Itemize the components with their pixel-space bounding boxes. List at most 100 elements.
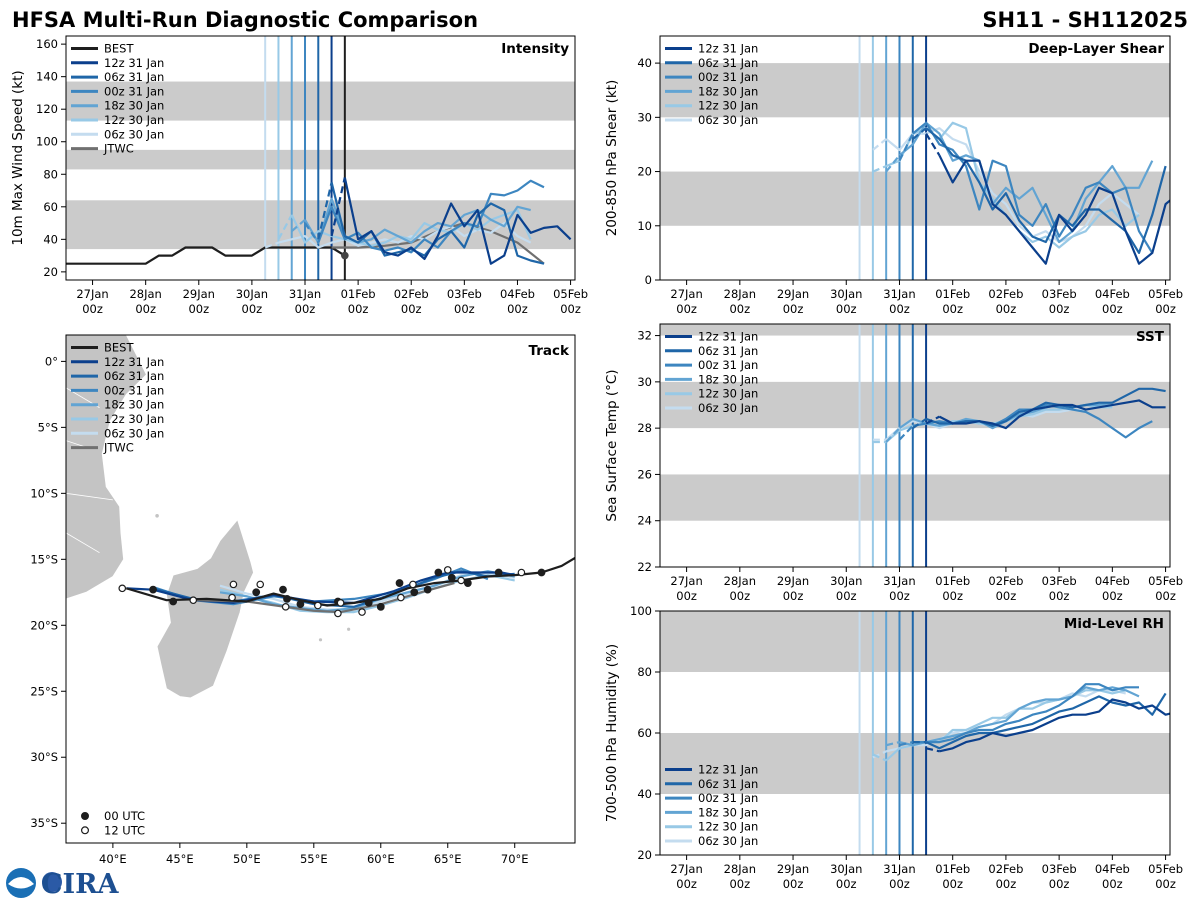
shear-legend-label-06z-30-jan: 06z 30 Jan bbox=[698, 113, 758, 127]
sst-xtick-hour-1: 00z bbox=[729, 589, 750, 603]
rh-series-06z-31-jan bbox=[925, 692, 1167, 750]
track-12utc-marker-12 bbox=[457, 576, 465, 585]
track-xtick-label-60: 60°E bbox=[367, 852, 395, 866]
rh-xtick-day-6: 02Feb bbox=[988, 862, 1023, 876]
rh-ytick-label-60: 60 bbox=[637, 726, 652, 740]
rh-ytick-label-20: 20 bbox=[637, 848, 652, 862]
track-12utc-marker-7 bbox=[334, 609, 342, 618]
rh-legend-label-00z-31-jan: 00z 31 Jan bbox=[698, 791, 758, 805]
track-12utc-marker-11 bbox=[443, 566, 452, 574]
track-legend-label-jtwc: JTWC bbox=[103, 441, 134, 455]
track-legend-label-best: BEST bbox=[104, 341, 134, 355]
intensity-ytick-label-140: 140 bbox=[36, 70, 58, 84]
track-legend-label-12z-30-jan: 12z 30 Jan bbox=[104, 412, 164, 426]
rh-series-12z-31-jan bbox=[939, 698, 1170, 753]
reunion-island bbox=[318, 638, 323, 642]
shear-panel: 01020304027Jan00z28Jan00z29Jan00z30Jan00… bbox=[604, 35, 1183, 316]
rh-ytick-label-80: 80 bbox=[637, 665, 652, 679]
intensity-xtick-day-7: 03Feb bbox=[447, 287, 482, 301]
track-12utc-marker-6 bbox=[314, 601, 322, 610]
cira-logo: CIRA bbox=[6, 868, 120, 900]
intensity-series-start-06z-31-jan bbox=[317, 182, 333, 240]
shear-ytick-label-0: 0 bbox=[645, 273, 652, 287]
sst-series-start-06z-31-jan bbox=[912, 417, 927, 430]
cira-wordmark: CIRA bbox=[41, 869, 120, 900]
intensity-xtick-day-3: 30Jan bbox=[236, 287, 268, 301]
track-xtick-label-50: 50°E bbox=[233, 852, 261, 866]
intensity-band-0 bbox=[66, 200, 575, 250]
track-frame bbox=[65, 334, 576, 844]
shear-xtick-hour-1: 00z bbox=[729, 302, 750, 316]
intensity-xtick-day-6: 02Feb bbox=[394, 287, 429, 301]
sst-band-2 bbox=[660, 324, 1170, 336]
rh-series-start-12z-30-jan bbox=[872, 753, 887, 762]
sst-legend-label-12z-30-jan: 12z 30 Jan bbox=[698, 387, 758, 401]
intensity-frame bbox=[65, 35, 576, 281]
shear-xtick-day-1: 28Jan bbox=[724, 287, 756, 301]
sst-series-06z-31-jan bbox=[925, 387, 1166, 427]
intensity-xtick-day-1: 28Jan bbox=[129, 287, 161, 301]
shear-xtick-day-4: 31Jan bbox=[883, 287, 915, 301]
intensity-legend-label-18z-30-jan: 18z 30 Jan bbox=[104, 99, 164, 113]
rh-panel-title: Mid-Level RH bbox=[1064, 616, 1164, 632]
intensity-xtick-hour-8: 00z bbox=[507, 302, 528, 316]
rh-band-1 bbox=[660, 611, 1170, 672]
sst-ytick-label-22: 22 bbox=[637, 560, 652, 574]
shear-xtick-day-3: 30Jan bbox=[830, 287, 862, 301]
sst-xtick-day-0: 27Jan bbox=[670, 574, 702, 588]
shear-ytick-label-40: 40 bbox=[637, 56, 652, 70]
intensity-legend-label-12z-30-jan: 12z 30 Jan bbox=[104, 113, 164, 127]
sst-series-start-00z-31-jan bbox=[898, 425, 914, 441]
shear-ytick-label-20: 20 bbox=[637, 165, 652, 179]
intensity-xtick-hour-7: 00z bbox=[454, 302, 475, 316]
shear-plot-area bbox=[660, 36, 1170, 280]
sst-legend-label-12z-31-jan: 12z 31 Jan bbox=[698, 330, 758, 344]
shear-xtick-hour-4: 00z bbox=[889, 302, 910, 316]
shear-ytick-label-30: 30 bbox=[637, 110, 652, 124]
track-12utc-marker-2 bbox=[228, 593, 236, 602]
rh-xtick-day-8: 04Feb bbox=[1095, 862, 1130, 876]
noaa-bird-icon bbox=[8, 877, 34, 889]
rh-xtick-day-3: 30Jan bbox=[830, 862, 862, 876]
rh-legend-label-12z-30-jan: 12z 30 Jan bbox=[698, 820, 758, 834]
rh-ytick-label-40: 40 bbox=[637, 787, 652, 801]
sst-legend-label-18z-30-jan: 18z 30 Jan bbox=[698, 372, 758, 386]
shear-xtick-hour-0: 00z bbox=[676, 302, 697, 316]
sst-ytick-label-32: 32 bbox=[637, 329, 652, 343]
africa-border-3 bbox=[66, 532, 100, 554]
track-panel: 40°E 45°E 50°E 55°E 60°E 65°E 70°E 0° 5°S 10°S 15°… bbox=[30, 334, 576, 866]
track-00utc-marker-4 bbox=[296, 600, 305, 609]
shear-xtick-day-2: 29Jan bbox=[777, 287, 809, 301]
track-xtick-label-70: 70°E bbox=[501, 852, 529, 866]
intensity-plot-area bbox=[66, 36, 575, 280]
rh-xtick-day-2: 29Jan bbox=[777, 862, 809, 876]
sst-plot-area bbox=[660, 324, 1170, 567]
shear-series-start-12z-30-jan bbox=[872, 165, 887, 173]
sst-xtick-day-5: 01Feb bbox=[935, 574, 970, 588]
intensity-series-start-00z-31-jan bbox=[304, 222, 320, 244]
shear-legend-label-00z-31-jan: 00z 31 Jan bbox=[698, 70, 758, 84]
sst-xtick-hour-2: 00z bbox=[783, 589, 804, 603]
sst-xtick-day-1: 28Jan bbox=[724, 574, 756, 588]
intensity-ytick-label-160: 160 bbox=[36, 37, 58, 51]
track-legend-label-06z-30-jan: 06z 30 Jan bbox=[104, 426, 164, 440]
sst-legend-label-00z-31-jan: 00z 31 Jan bbox=[698, 358, 758, 372]
rh-xtick-hour-9: 00z bbox=[1155, 877, 1176, 891]
intensity-ytick-label-60: 60 bbox=[43, 200, 58, 214]
shear-legend-label-06z-31-jan: 06z 31 Jan bbox=[698, 56, 758, 70]
intensity-legend-label-06z-30-jan: 06z 30 Jan bbox=[104, 127, 164, 141]
track-00utc-marker-9 bbox=[434, 568, 443, 577]
shear-ylabel: 200-850 hPa Shear (kt) bbox=[604, 80, 620, 237]
shear-series-12z-31-jan bbox=[938, 154, 1170, 265]
rh-legend-label-06z-31-jan: 06z 31 Jan bbox=[698, 777, 758, 791]
track-00utc-marker-1 bbox=[169, 597, 178, 606]
shear-legend-label-12z-30-jan: 12z 30 Jan bbox=[698, 99, 758, 113]
rh-xtick-day-5: 01Feb bbox=[935, 862, 970, 876]
track-plot-area bbox=[66, 335, 575, 699]
track-legend-label-12z-31-jan: 12z 31 Jan bbox=[104, 355, 164, 369]
shear-series-start-12z-31-jan bbox=[925, 133, 941, 156]
rh-xtick-hour-3: 00z bbox=[836, 877, 857, 891]
shear-series-18z-30-jan bbox=[898, 121, 1154, 244]
rh-xtick-day-0: 27Jan bbox=[670, 862, 702, 876]
intensity-xtick-hour-9: 00z bbox=[560, 302, 581, 316]
